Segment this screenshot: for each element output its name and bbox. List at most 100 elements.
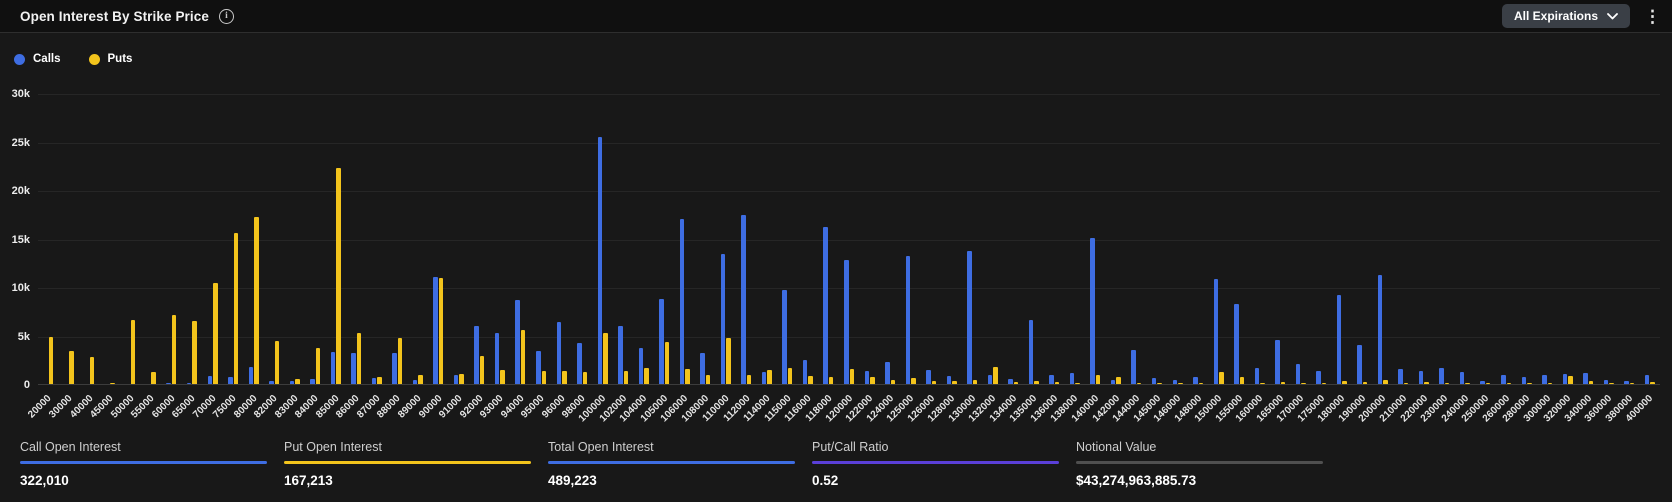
calls-bar-89000 [412, 380, 418, 384]
puts-bar-134000 [1013, 382, 1019, 384]
calls-bar-220000 [1418, 371, 1424, 384]
calls-bar-140000 [1090, 237, 1095, 384]
calls-bar-250000 [1480, 381, 1485, 384]
puts-bar-75000 [233, 232, 239, 384]
puts-bar-135000 [1034, 381, 1039, 384]
calls-bar-115000 [782, 289, 787, 384]
puts-bar-250000 [1485, 382, 1491, 384]
puts-bar-280000 [1527, 382, 1532, 384]
puts-bar-20000 [48, 337, 54, 384]
calls-bar-124000 [885, 361, 890, 384]
puts-bar-45000 [110, 382, 115, 384]
puts-bar-126000 [931, 381, 937, 384]
calls-bar-105000 [659, 298, 664, 384]
calls-bar-400000 [1644, 375, 1650, 384]
x-axis-labels: 20000 30000 40000 45000 50000 55000 60000 65000… [27, 391, 1660, 437]
calls-bar-82000 [269, 381, 274, 384]
calls-bar-170000 [1295, 363, 1301, 384]
chart-legend: Calls Puts [14, 53, 132, 65]
x-tick-label-30000: 30000 [47, 393, 75, 421]
puts-bar-190000 [1362, 382, 1368, 384]
puts-bar-140000 [1095, 375, 1101, 384]
calls-bar-135000 [1028, 319, 1034, 384]
calls-bar-116000 [802, 359, 808, 384]
legend-item-puts[interactable]: Puts [88, 53, 132, 65]
stat-underline [548, 461, 795, 464]
calls-bar-126000 [926, 370, 931, 384]
puts-bar-115000 [787, 367, 793, 384]
puts-bar-90000 [438, 278, 444, 384]
calls-bar-112000 [741, 215, 746, 384]
calls-bar-125000 [905, 255, 911, 384]
expirations-dropdown[interactable]: All Expirations [1501, 4, 1630, 28]
gridline-30k [38, 94, 1660, 95]
more-options-icon[interactable]: ⋮ [1644, 6, 1661, 26]
stat-put-open-interest: Put Open Interest 167,213 [284, 440, 531, 488]
puts-bar-380000 [1629, 382, 1635, 384]
stat-underline [812, 461, 1059, 464]
calls-bar-340000 [1583, 373, 1588, 384]
bar-chart-plot-area [38, 94, 1660, 385]
calls-bar-102000 [618, 325, 623, 384]
puts-bar-130000 [972, 380, 978, 384]
calls-bar-150000 [1213, 279, 1219, 384]
puts-bar-105000 [664, 342, 670, 384]
puts-bar-320000 [1568, 376, 1573, 384]
calls-bar-320000 [1562, 374, 1568, 384]
puts-bar-86000 [356, 332, 362, 384]
calls-bar-280000 [1521, 377, 1527, 384]
calls-bar-60000 [166, 382, 171, 384]
calls-bar-360000 [1603, 380, 1609, 384]
puts-bar-84000 [315, 348, 321, 384]
calls-bar-70000 [207, 376, 213, 384]
puts-bar-108000 [705, 375, 711, 384]
calls-bar-94000 [515, 299, 520, 384]
puts-bar-122000 [870, 377, 875, 384]
puts-bar-112000 [746, 375, 752, 384]
puts-bar-94000 [520, 329, 526, 384]
calls-bar-86000 [351, 352, 356, 384]
calls-bar-175000 [1316, 371, 1321, 384]
info-icon[interactable]: i [218, 8, 234, 24]
calls-bar-134000 [1008, 379, 1013, 384]
puts-bar-89000 [418, 375, 423, 384]
legend-item-calls[interactable]: Calls [14, 53, 61, 65]
puts-bar-170000 [1301, 382, 1306, 384]
puts-bar-116000 [808, 376, 813, 384]
stat-label: Notional Value [1076, 440, 1157, 454]
puts-bar-220000 [1424, 382, 1429, 384]
puts-bar-260000 [1506, 382, 1511, 384]
puts-bar-136000 [1054, 382, 1060, 384]
x-tick-label-89000: 89000 [396, 393, 424, 421]
puts-bar-60000 [171, 315, 177, 384]
calls-bar-84000 [310, 379, 315, 384]
puts-bar-124000 [890, 380, 896, 384]
widget-header: Open Interest By Strike Price i All Expi… [0, 0, 1672, 33]
puts-bar-230000 [1444, 382, 1450, 384]
gridline-25k [38, 142, 1660, 144]
calls-bar-92000 [474, 325, 479, 384]
calls-bar-106000 [679, 219, 685, 384]
calls-bar-104000 [638, 348, 644, 384]
y-tick-label: 20k [11, 185, 30, 197]
calls-bar-210000 [1398, 369, 1403, 384]
calls-bar-95000 [536, 351, 541, 384]
stat-label: Total Open Interest [548, 440, 654, 454]
calls-bar-165000 [1275, 340, 1280, 384]
calls-bar-120000 [844, 259, 849, 384]
y-tick-label: 30k [11, 88, 30, 100]
y-tick-label: 5k [17, 330, 30, 343]
y-tick-label: 25k [11, 136, 30, 149]
calls-bar-200000 [1377, 275, 1383, 384]
calls-bar-180000 [1336, 294, 1342, 384]
stat-label: Put Open Interest [284, 440, 382, 454]
chevron-down-icon [1607, 12, 1618, 19]
calls-bar-144000 [1131, 350, 1136, 384]
puts-bar-400000 [1650, 382, 1655, 384]
y-tick-label: 15k [11, 233, 30, 246]
puts-bar-98000 [582, 372, 588, 384]
puts-bar-100000 [603, 332, 608, 384]
calls-bar-96000 [556, 321, 562, 384]
calls-bar-145000 [1151, 378, 1157, 384]
